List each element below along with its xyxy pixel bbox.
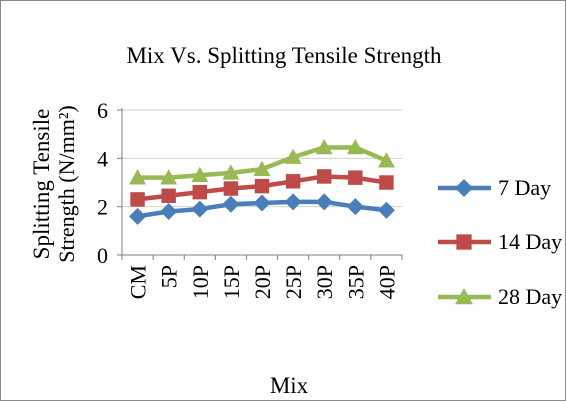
data-point — [160, 203, 178, 220]
data-point — [284, 148, 302, 164]
x-tick-label: 35P — [343, 265, 368, 299]
y-axis-title-line2: Strength (N/mm²) — [54, 105, 79, 263]
legend-marker — [456, 234, 472, 250]
data-point — [161, 188, 176, 204]
x-tick-label: 40P — [374, 265, 399, 299]
chart-title: Mix Vs. Splitting Tensile Strength — [126, 43, 442, 68]
x-tick-label: 30P — [312, 265, 337, 299]
data-point — [130, 192, 145, 207]
plot-area — [129, 138, 395, 225]
y-tick-label: 4 — [97, 146, 108, 171]
x-tick-label: CM — [126, 265, 151, 299]
data-point — [160, 169, 178, 185]
data-point — [222, 164, 240, 180]
series-1 — [129, 193, 395, 225]
data-point — [316, 169, 332, 184]
data-point — [254, 178, 270, 194]
legend: 7 Day 14 Day 28 Day — [438, 175, 562, 309]
x-axis-title: Mix — [270, 373, 309, 398]
legend-marker — [455, 288, 473, 305]
axes — [117, 108, 403, 260]
x-tick-label: 25P — [281, 265, 306, 299]
x-tick-label: 5P — [157, 265, 182, 288]
data-point — [253, 160, 271, 177]
data-point — [379, 175, 394, 190]
y-tick-label: 0 — [97, 243, 108, 268]
data-point — [284, 193, 302, 211]
legend-marker — [455, 179, 473, 197]
data-point — [346, 198, 364, 216]
data-point — [348, 170, 363, 185]
data-point — [129, 169, 147, 185]
data-point — [315, 193, 333, 211]
legend-entry: 28 Day — [438, 284, 562, 309]
y-axis-title-line1: Splitting Tensile — [29, 109, 54, 260]
x-tick-label: 20P — [250, 265, 275, 299]
data-point — [377, 152, 395, 168]
x-tick-labels: CM 5P 10P 15P 20P 25P 30P 35P 40P — [126, 265, 400, 299]
x-tick-label: 15P — [219, 265, 244, 299]
data-point — [253, 194, 271, 212]
legend-label: 14 Day — [498, 229, 562, 254]
data-point — [191, 200, 209, 218]
legend-entry: 7 Day — [438, 175, 551, 200]
data-point — [223, 181, 239, 196]
legend-label: 7 Day — [498, 175, 551, 200]
data-point — [222, 195, 240, 213]
y-tick-label: 2 — [97, 195, 108, 220]
data-point — [346, 138, 364, 155]
data-point — [377, 201, 395, 219]
data-point — [315, 138, 333, 155]
legend-entry: 14 Day — [438, 229, 562, 254]
data-point — [285, 174, 301, 189]
data-point — [129, 207, 147, 225]
series-2 — [130, 169, 394, 207]
y-tick-label: 6 — [97, 98, 108, 123]
y-axis-title: Splitting Tensile Strength (N/mm²) — [29, 105, 79, 263]
y-tick-labels: 0 2 4 6 — [97, 98, 108, 268]
legend-label: 28 Day — [498, 284, 562, 309]
x-tick-label: 10P — [188, 265, 213, 299]
series-3 — [129, 138, 395, 185]
data-point — [192, 184, 208, 200]
data-point — [191, 166, 209, 183]
